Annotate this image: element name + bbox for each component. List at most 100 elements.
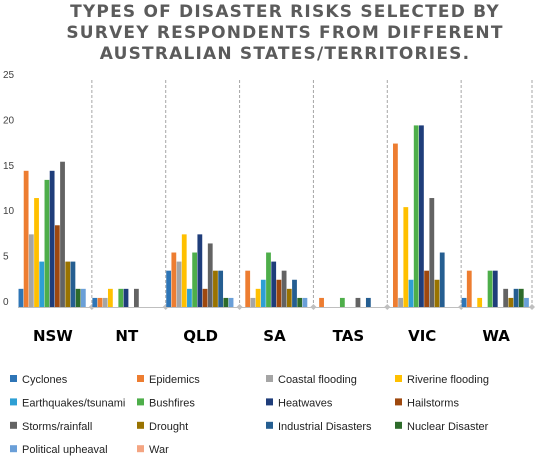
bar: [508, 297, 514, 307]
y-axis: 0 5 10 15 20 25: [3, 70, 15, 308]
bar: [319, 297, 324, 307]
bar: [133, 288, 139, 307]
bar: [176, 261, 182, 307]
legend-swatch: [10, 375, 17, 382]
y-tick-label: 5: [3, 252, 9, 263]
bar: [461, 297, 467, 307]
bar: [75, 288, 81, 307]
plot-area: [18, 80, 535, 310]
bar: [192, 252, 198, 307]
legend-label: War: [149, 444, 169, 456]
bar: [466, 270, 472, 307]
bar: [492, 270, 498, 307]
y-tick-label: 20: [3, 115, 15, 126]
bar: [18, 288, 24, 307]
bar: [197, 234, 203, 307]
bar: [250, 297, 256, 307]
legend-label: Hailstorms: [407, 397, 459, 409]
bar: [302, 297, 308, 307]
bar: [403, 207, 409, 307]
bar: [487, 270, 493, 307]
bar: [70, 261, 76, 307]
bar: [513, 288, 519, 307]
legend-label: Storms/rainfall: [22, 421, 92, 433]
bar: [439, 252, 445, 307]
bar: [65, 261, 71, 307]
bar: [429, 198, 435, 307]
bar: [28, 234, 34, 307]
y-tick-label: 15: [3, 161, 15, 172]
legend-swatch: [137, 375, 144, 382]
bar: [286, 288, 292, 307]
bar: [97, 297, 103, 307]
separator-marker: [236, 304, 243, 310]
bar: [102, 297, 108, 307]
legend: Cyclones Epidemics Coastal flooding Riverin…: [10, 374, 489, 456]
bar: [398, 297, 404, 307]
bar: [245, 270, 251, 307]
bar: [266, 252, 271, 307]
category-label: NSW: [33, 327, 73, 345]
y-tick-label: 10: [3, 206, 15, 217]
bar: [434, 279, 440, 307]
legend-label: Bushfires: [149, 397, 195, 409]
legend-label: Political upheaval: [22, 444, 108, 456]
category-label: VIC: [408, 327, 436, 345]
separator-marker: [529, 304, 535, 310]
legend-label: Coastal flooding: [278, 374, 357, 386]
bar: [276, 279, 282, 307]
legend-label: Earthquakes/tsunami: [22, 397, 125, 409]
bar: [44, 179, 50, 307]
legend-label: Industrial Disasters: [278, 421, 372, 433]
legend-swatch: [395, 421, 402, 429]
legend-swatch: [137, 398, 144, 406]
chart-title: TYPES OF DISASTER RISKS SELECTED BY SURV…: [66, 2, 502, 64]
legend-swatch: [266, 375, 273, 382]
bar: [260, 279, 266, 307]
legend-label: Riverine flooding: [407, 374, 489, 386]
bar: [80, 288, 86, 307]
legend-label: Heatwaves: [278, 397, 333, 409]
legend-label: Drought: [149, 421, 188, 433]
bar: [49, 170, 55, 307]
legend-swatch: [266, 421, 273, 429]
bar: [393, 143, 398, 307]
bar: [228, 297, 234, 307]
legend-label: Epidemics: [149, 374, 200, 386]
legend-swatch: [10, 398, 17, 406]
legend-swatch: [10, 445, 17, 453]
bar: [218, 270, 224, 307]
bar: [524, 297, 529, 307]
bar: [271, 261, 277, 307]
bar: [54, 225, 60, 307]
bar: [23, 170, 29, 307]
separator-marker: [384, 304, 391, 310]
y-tick-label: 25: [3, 70, 15, 81]
legend-label: Cyclones: [22, 374, 68, 386]
bar: [477, 297, 483, 307]
bar: [118, 288, 124, 307]
bar: [281, 270, 287, 307]
bar: [419, 125, 424, 308]
bar: [424, 270, 430, 307]
bar: [202, 288, 208, 307]
category-label: QLD: [183, 327, 218, 345]
legend-swatch: [395, 398, 402, 406]
chart-title-line-1: TYPES OF DISASTER RISKS SELECTED BY: [70, 2, 500, 22]
bar: [92, 297, 98, 307]
bar: [207, 243, 213, 307]
bar: [408, 279, 414, 307]
y-tick-label: 0: [3, 297, 9, 308]
bar: [39, 261, 45, 307]
bar: [166, 270, 172, 307]
bar: [34, 198, 39, 307]
bar: [255, 288, 261, 307]
bar: [413, 125, 419, 308]
bar: [123, 288, 129, 307]
category-labels: NSW NT QLD SA TAS VIC WA: [33, 327, 510, 345]
category-label: TAS: [333, 327, 364, 345]
bar: [365, 297, 371, 307]
bar: [213, 270, 218, 307]
bar: [107, 288, 113, 307]
